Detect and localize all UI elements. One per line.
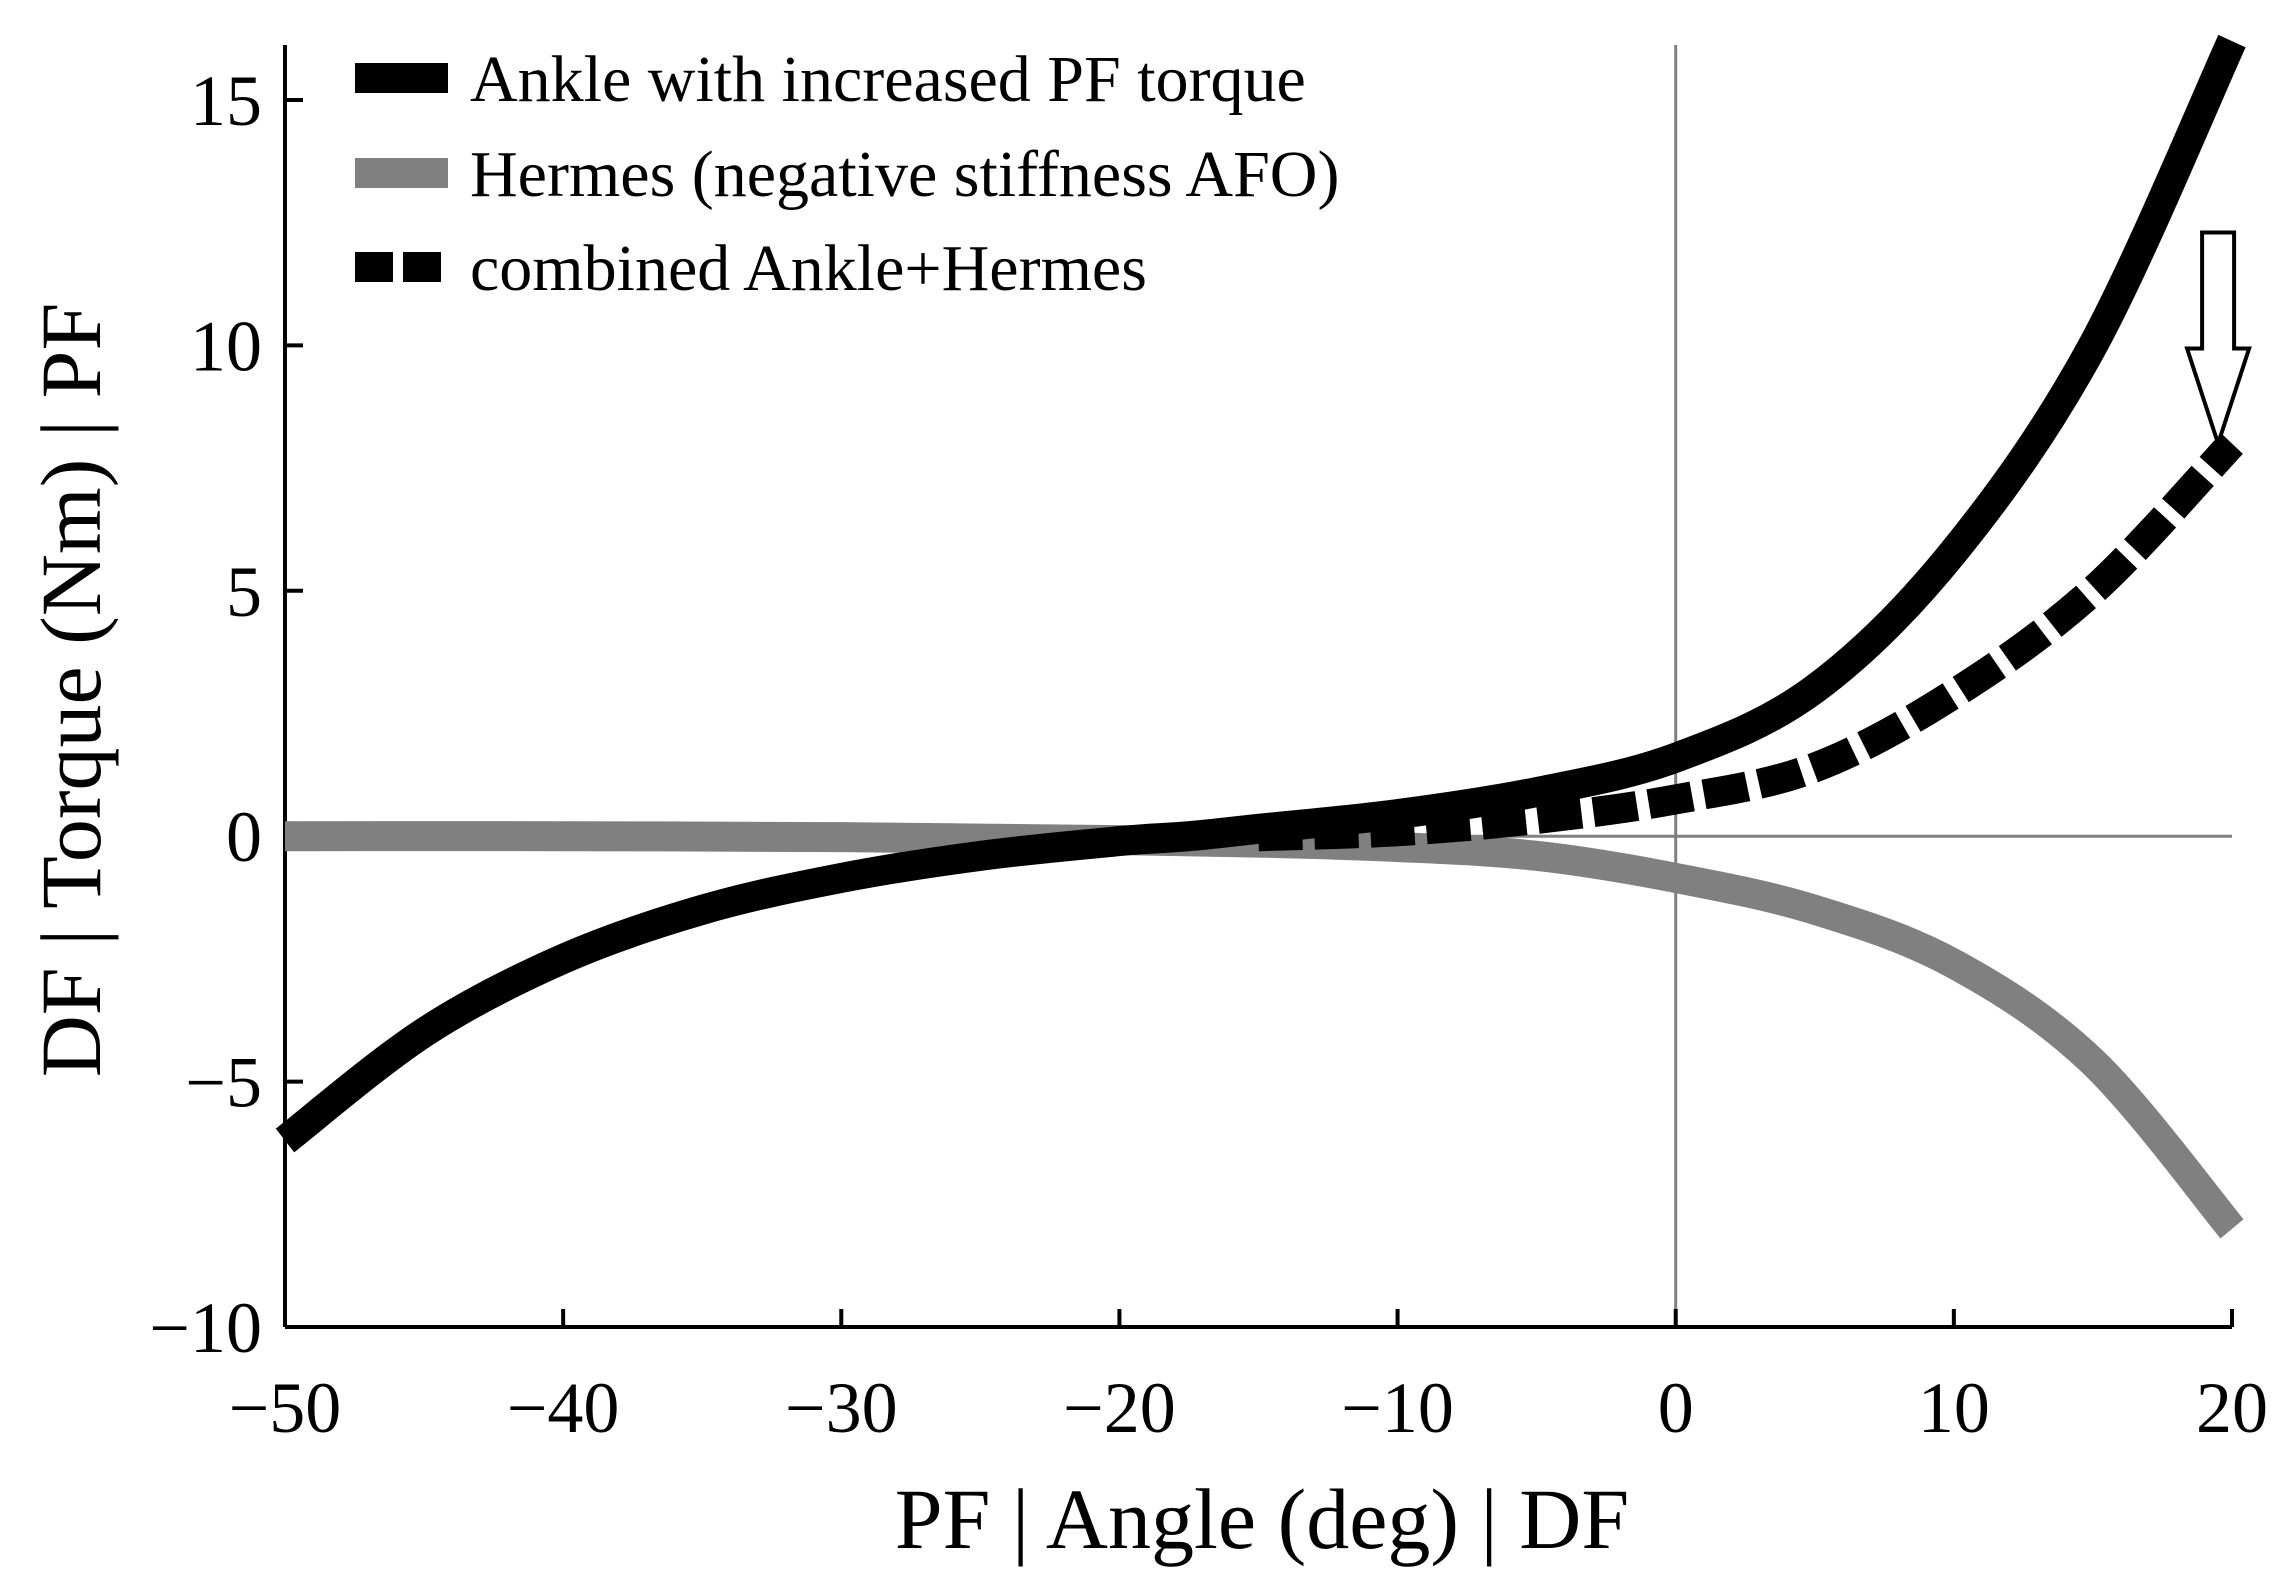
y-tick-label: 15 xyxy=(190,61,262,141)
x-tick-label: −30 xyxy=(785,1368,898,1448)
x-tick-label: 0 xyxy=(1658,1368,1694,1448)
y-tick-label: 10 xyxy=(190,306,262,386)
y-tick-labels: −10 −5 0 5 10 15 xyxy=(149,61,262,1368)
x-tick-label: −10 xyxy=(1341,1368,1454,1448)
x-tick-label: −50 xyxy=(229,1368,342,1448)
y-tick-label: −10 xyxy=(149,1288,262,1368)
annotation-group xyxy=(2184,230,2252,451)
legend-label-hermes: Hermes (negative stiffness AFO) xyxy=(470,138,1339,211)
x-tick-label: −40 xyxy=(507,1368,620,1448)
y-tick-label: 0 xyxy=(226,797,262,877)
x-tick-label: 10 xyxy=(1918,1368,1990,1448)
series-line-hermes xyxy=(284,821,2244,1239)
legend: Ankle with increased PF torque Hermes (n… xyxy=(355,43,1339,305)
x-tick-label: 20 xyxy=(2196,1368,2268,1448)
x-axis-title: PF | Angle (deg) | DF xyxy=(895,1471,1629,1567)
series-line-combined xyxy=(1257,433,2243,852)
x-tick-labels: −50 −40 −30 −20 −10 0 10 20 xyxy=(229,1368,2268,1448)
x-tick-label: −20 xyxy=(1063,1368,1176,1448)
axes xyxy=(283,45,2234,1329)
y-tick-label: −5 xyxy=(185,1043,262,1123)
y-axis-title: DF | Torque (Nm) | PF xyxy=(23,303,119,1078)
down-arrow-annotation xyxy=(2184,230,2252,451)
legend-label-combined: combined Ankle+Hermes xyxy=(470,232,1147,305)
legend-label-ankle: Ankle with increased PF torque xyxy=(470,43,1306,116)
y-tick-label: 5 xyxy=(226,552,262,632)
series-group xyxy=(275,34,2246,1239)
